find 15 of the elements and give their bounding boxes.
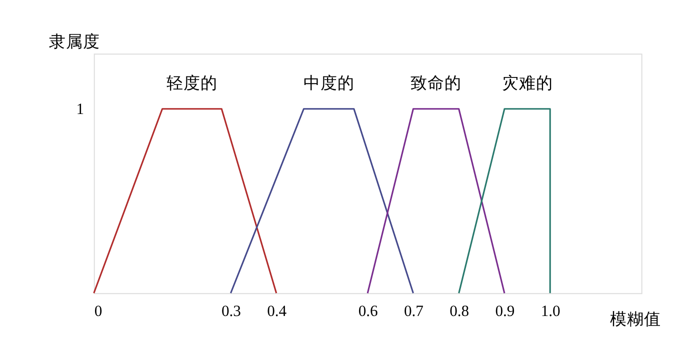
x-tick-label: 0.4 xyxy=(267,303,287,320)
x-tick-label: 0 xyxy=(94,303,102,320)
series-label: 中度的 xyxy=(303,73,354,92)
x-tick-label: 1.0 xyxy=(540,303,561,320)
series-label: 灾难的 xyxy=(502,73,553,92)
x-tick-label: 0.9 xyxy=(495,303,515,320)
x-tick-label: 0.3 xyxy=(221,303,242,320)
y-axis-title: 隶属度 xyxy=(48,32,100,51)
x-tick-label: 0.7 xyxy=(404,303,424,320)
series-label: 致命的 xyxy=(410,73,462,92)
x-tick-label: 0.6 xyxy=(358,303,378,320)
x-axis-title: 模糊值 xyxy=(610,309,661,328)
series-label: 轻度的 xyxy=(166,73,218,92)
text: 1 xyxy=(76,100,84,118)
x-tick-label: 0.8 xyxy=(450,303,470,320)
